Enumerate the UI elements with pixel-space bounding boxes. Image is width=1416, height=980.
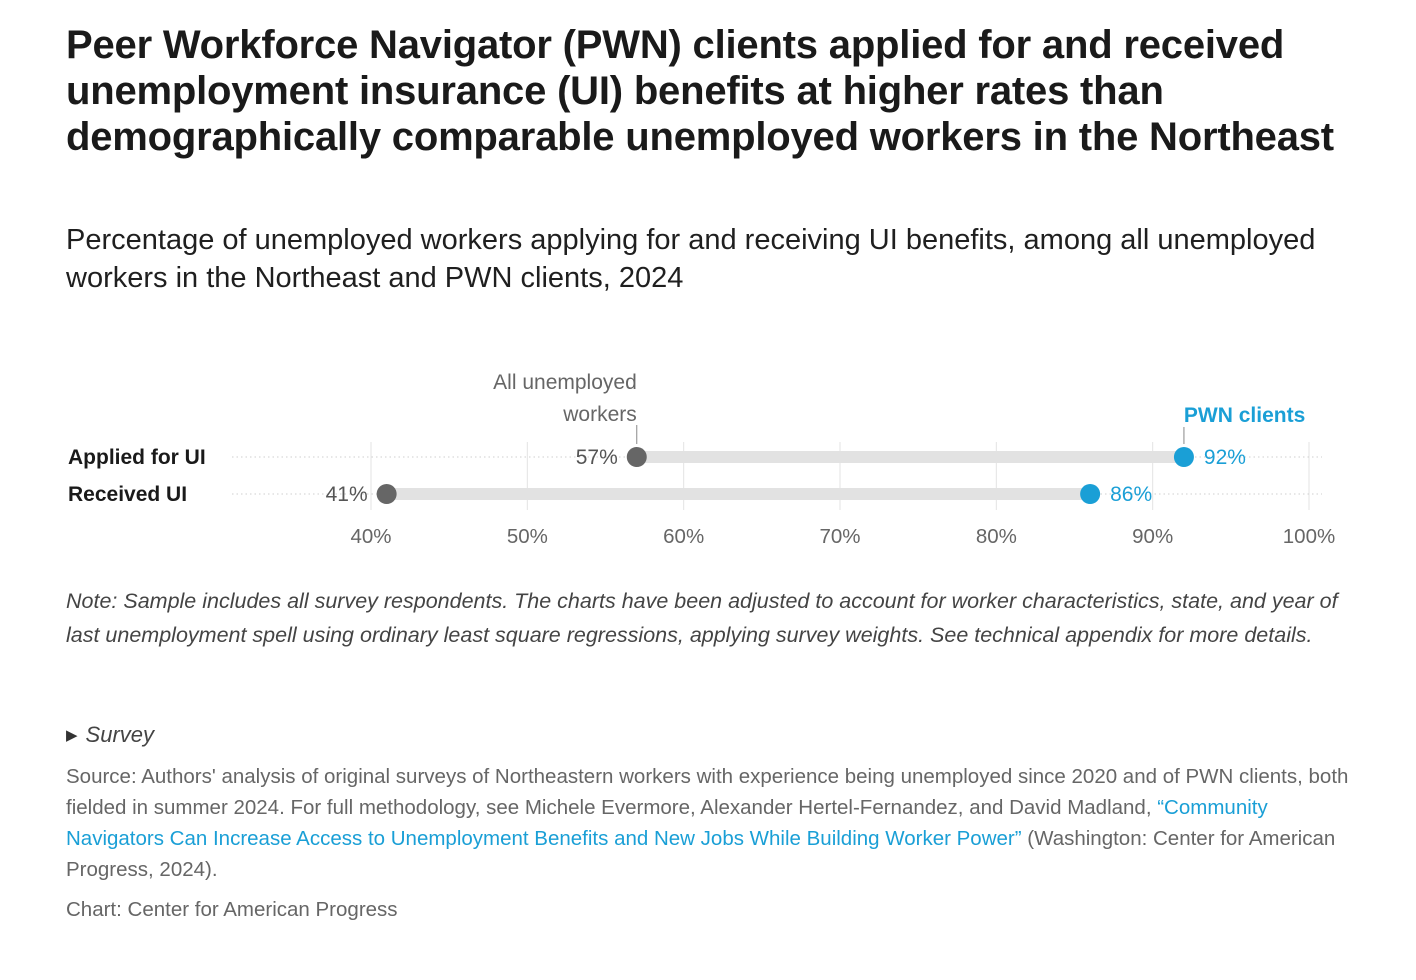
source-report-link[interactable]: “Community Navigators Can Increase Acces… <box>66 796 1268 850</box>
source-prefix: Source: Authors' analysis of original su… <box>66 765 1349 819</box>
chart-title: Peer Workforce Navigator (PWN) clients a… <box>66 23 1334 159</box>
category-label: Received UI <box>68 483 187 506</box>
category-label: Applied for UI <box>68 446 206 469</box>
chart-note: Note: Sample includes all survey respond… <box>66 589 1338 647</box>
value-label: 92% <box>1204 446 1246 469</box>
chart-credit: Chart: Center for American Progress <box>66 898 398 921</box>
value-label: 41% <box>326 483 368 506</box>
dot-all-workers <box>626 447 647 467</box>
x-tick-label: 60% <box>663 525 704 548</box>
annotation-all-workers-line2: workers <box>562 403 637 426</box>
dot-pwn-clients <box>1080 484 1101 504</box>
annotation-pwn-clients: PWN clients <box>1184 404 1305 427</box>
dot-pwn-clients <box>1173 447 1194 467</box>
x-tick-label: 70% <box>819 525 860 548</box>
dot-all-workers <box>376 484 397 504</box>
value-label: 57% <box>576 446 618 469</box>
triangle-right-icon: ▶ <box>66 727 78 744</box>
x-tick-label: 40% <box>350 525 391 548</box>
source-text: Source: Authors' analysis of original su… <box>66 761 1356 885</box>
chart-subtitle: Percentage of unemployed workers applyin… <box>66 224 1316 294</box>
dot-range-chart: 40% 50% 60% 70% 80% 90% 100% Applied for UI Rece… <box>68 371 1335 548</box>
x-tick-label: 80% <box>976 525 1017 548</box>
x-tick-label: 90% <box>1132 525 1173 548</box>
annotation-all-workers-line1: All unemployed <box>493 371 637 394</box>
value-label: 86% <box>1110 483 1152 506</box>
survey-toggle-label: Survey <box>85 722 155 747</box>
survey-disclosure-toggle[interactable]: ▶ Survey <box>66 720 154 751</box>
source-suffix: (Washington: Center for American Progres… <box>66 827 1336 881</box>
x-tick-label: 50% <box>507 525 548 548</box>
x-tick-label: 100% <box>1283 525 1335 548</box>
